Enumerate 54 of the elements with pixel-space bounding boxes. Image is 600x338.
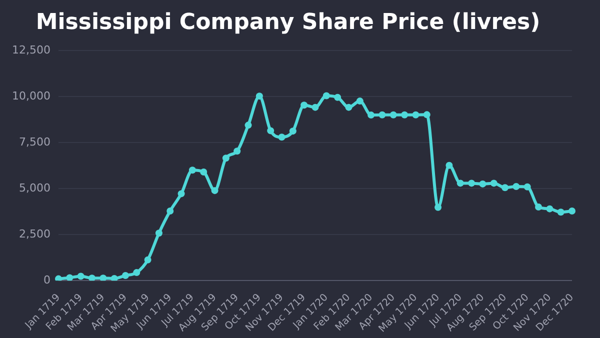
- y-tick-label: 12,500: [12, 43, 50, 56]
- point: [244, 122, 252, 129]
- point: [200, 168, 208, 176]
- point: [345, 104, 352, 111]
- point: [188, 166, 196, 174]
- point: [166, 208, 174, 215]
- point: [88, 274, 96, 281]
- point: [77, 272, 84, 280]
- point: [434, 204, 442, 211]
- point: [144, 256, 152, 264]
- point: [66, 274, 74, 281]
- point: [468, 180, 476, 187]
- point: [122, 272, 129, 279]
- point: [267, 127, 274, 134]
- point: [502, 184, 509, 192]
- point: [322, 92, 330, 100]
- point: [289, 128, 296, 135]
- point: [423, 111, 430, 118]
- point: [211, 187, 218, 194]
- point: [412, 111, 420, 118]
- point: [446, 162, 453, 169]
- point: [100, 274, 107, 281]
- point: [479, 180, 486, 188]
- point: [234, 148, 241, 155]
- point: [456, 180, 464, 187]
- point: [546, 205, 554, 212]
- point: [490, 180, 498, 187]
- point: [278, 134, 286, 141]
- point: [568, 208, 576, 215]
- point: [524, 183, 531, 190]
- y-tick-label: 7,500: [18, 135, 50, 148]
- point: [334, 94, 342, 101]
- point: [356, 98, 364, 105]
- point: [110, 274, 118, 281]
- point: [178, 190, 185, 198]
- y-tick-label: 5,000: [18, 181, 50, 194]
- point: [133, 269, 140, 276]
- point: [535, 203, 542, 210]
- point: [256, 92, 263, 100]
- point: [557, 208, 564, 216]
- point: [222, 154, 230, 162]
- point: [390, 111, 397, 118]
- y-tick-label: 10,000: [12, 89, 50, 102]
- point: [368, 112, 375, 119]
- chart-title: Mississippi Company Share Price (livres): [36, 10, 540, 35]
- point: [312, 104, 319, 111]
- y-tick-label: 2,500: [18, 227, 50, 240]
- point: [54, 275, 62, 281]
- point: [300, 102, 308, 109]
- point: [512, 183, 520, 190]
- point: [401, 111, 408, 118]
- y-tick-label: 0: [43, 274, 50, 287]
- point: [378, 111, 386, 118]
- point: [155, 230, 162, 237]
